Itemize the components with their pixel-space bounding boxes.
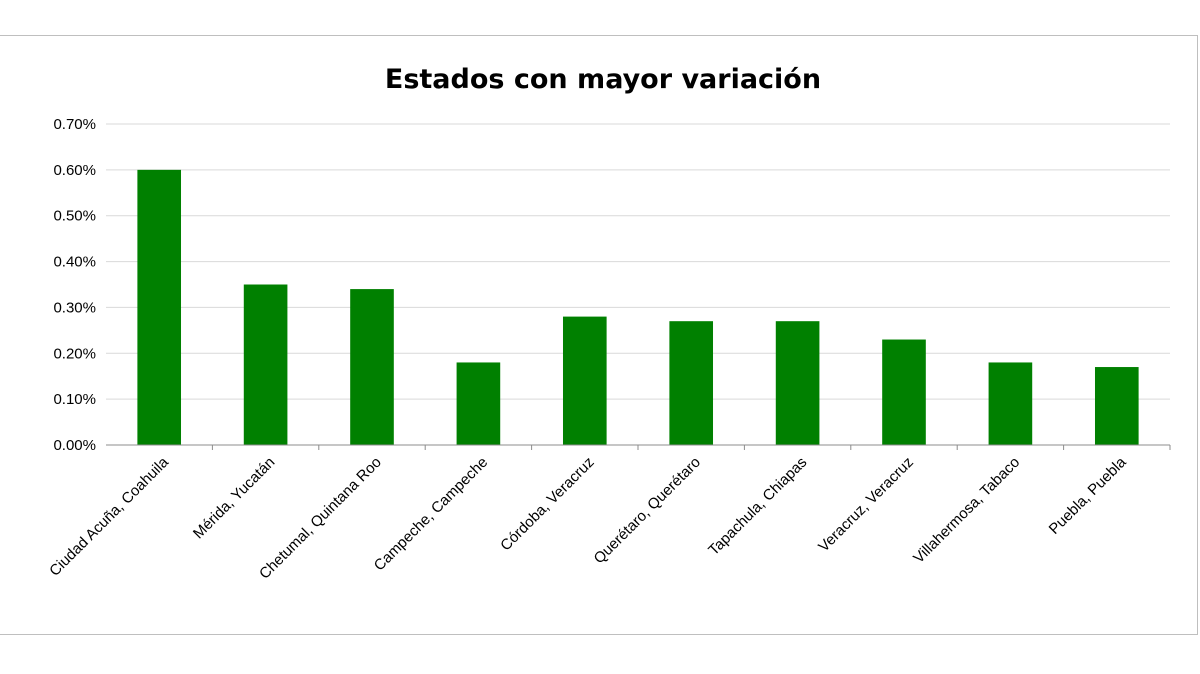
x-tick-label: Campeche, Campeche	[371, 454, 492, 575]
x-tick-label: Querétaro, Querétaro	[591, 454, 704, 567]
y-tick-label: 0.00%	[53, 437, 96, 454]
y-tick-label: 0.10%	[53, 391, 96, 408]
y-tick-label: 0.30%	[53, 299, 96, 316]
bar-chart: Estados con mayor variación 0.00%0.10%0.…	[46, 64, 1171, 583]
bar	[562, 316, 607, 445]
x-tick-label: Córdoba, Veracruz	[497, 454, 597, 554]
bar	[882, 339, 926, 445]
y-tick-label: 0.20%	[53, 345, 96, 362]
bar	[775, 321, 820, 445]
x-tick-label: Veracruz, Veracruz	[815, 454, 917, 556]
y-tick-label: 0.60%	[53, 162, 96, 179]
x-axis-ticks: Ciudad Acuña, Coahuila Mérida, YucatánChe…	[46, 445, 1171, 583]
x-tick-label: Tapachula, Chiapas	[705, 454, 810, 559]
bar	[988, 362, 1033, 445]
bar	[137, 169, 182, 445]
y-tick-label: 0.40%	[53, 254, 96, 271]
bars	[137, 169, 1139, 445]
chart-frame: Estados con mayor variación 0.00% 0.10% 0.…	[0, 35, 1198, 635]
chart-title: Estados con mayor variación	[385, 64, 821, 95]
bar	[456, 362, 501, 445]
x-tick-label: Villahermosa, Tabaco	[910, 454, 1023, 567]
y-axis-ticks: 0.00% 0.10% 0.20% 0.30% 0.40% 0.50% 0.60% 0.70%	[53, 116, 96, 454]
x-tick-label: Puebla, Puebla	[1046, 453, 1130, 537]
bar	[1094, 367, 1139, 445]
y-tick-label: 0.50%	[53, 208, 96, 225]
bar	[243, 284, 288, 445]
x-tick-label: Mérida, Yucatán	[190, 454, 278, 542]
x-tick-label: Chetumal, Quintana Roo	[256, 454, 385, 583]
bar	[669, 321, 714, 445]
bar	[350, 289, 394, 445]
y-tick-label: 0.70%	[53, 116, 96, 133]
x-tick-label: Ciudad Acuña, Coahuila	[46, 453, 172, 579]
